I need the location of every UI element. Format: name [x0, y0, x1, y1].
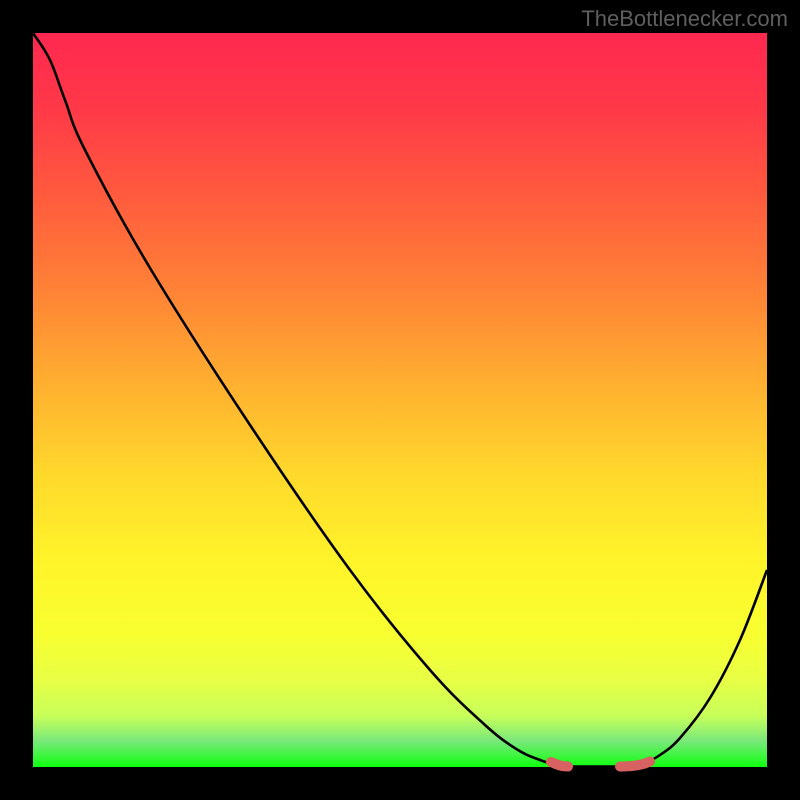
highlight-segment [620, 762, 650, 767]
chart-container: TheBottlenecker.com [0, 0, 800, 800]
highlight-segment [551, 762, 568, 767]
bottleneck-chart [0, 0, 800, 800]
plot-bg [33, 33, 767, 767]
watermark-text: TheBottlenecker.com [581, 6, 788, 32]
